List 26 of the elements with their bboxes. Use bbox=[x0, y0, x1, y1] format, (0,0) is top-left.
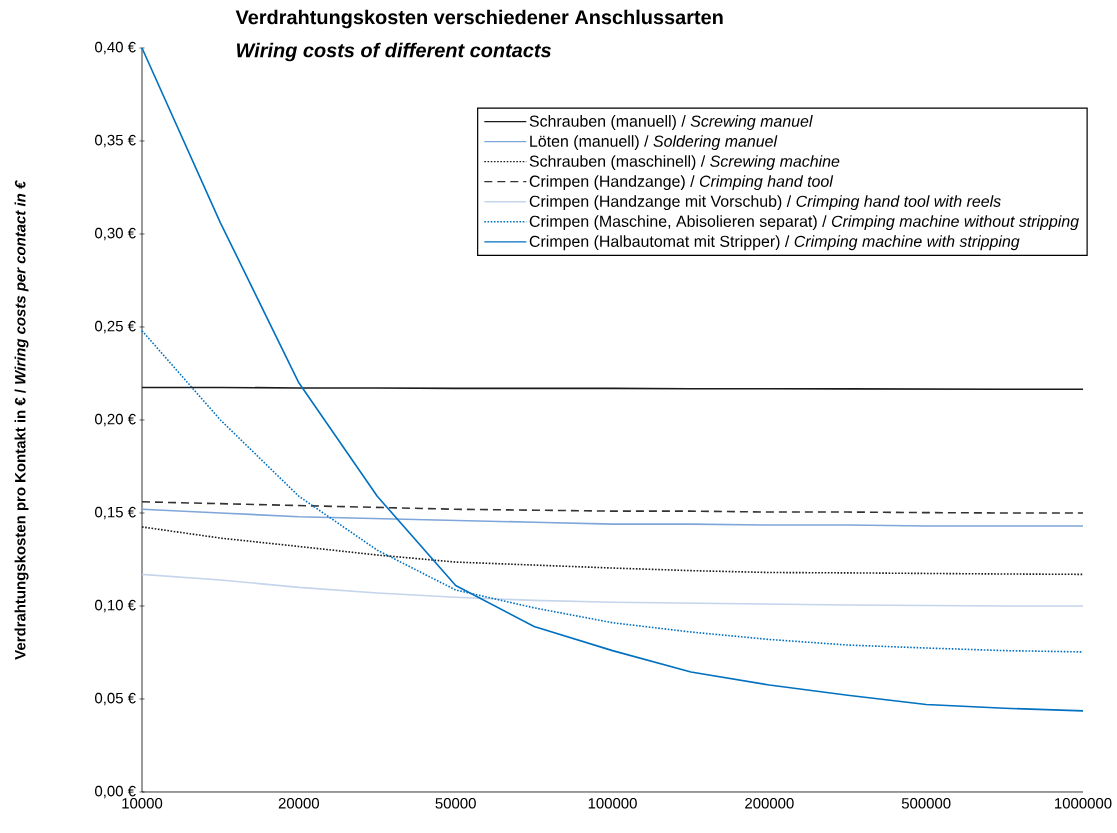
x-tick-label: 200000 bbox=[745, 798, 794, 809]
legend-label: Löten (manuell) / Soldering manuel bbox=[530, 135, 778, 150]
x-tick-label: 1000000 bbox=[1055, 798, 1112, 809]
y-tick-label: 0,30 € bbox=[95, 227, 136, 241]
chart-subtitle: Wiring costs of different contacts bbox=[236, 42, 551, 62]
y-axis-title: Verdrahtungskosten pro Kontakt in € / Wiring costs per contact in € bbox=[14, 180, 29, 660]
chart-title: Verdrahtungskosten verschiedener Anschlussarten bbox=[235, 9, 723, 29]
y-tick-label: 0,15 € bbox=[95, 506, 136, 520]
y-tick-label: 0,00 € bbox=[95, 785, 136, 799]
legend-label: Crimpen (Maschine, Abisolieren separat) / Crimping machine without stripping bbox=[529, 215, 1079, 231]
y-tick-label: 0,25 € bbox=[95, 320, 136, 334]
x-tick-label: 50000 bbox=[435, 798, 476, 809]
y-tick-label: 0,10 € bbox=[95, 599, 136, 613]
y-tick-label: 0,20 € bbox=[95, 413, 136, 427]
x-tick-label: 10000 bbox=[122, 798, 163, 809]
legend-label: Schrauben (manuell) / Screwing manuel bbox=[529, 115, 813, 130]
legend-label: Schrauben (maschinell) / Screwing machine bbox=[529, 155, 840, 171]
x-tick-label: 20000 bbox=[278, 798, 320, 809]
y-tick-label: 0,35 € bbox=[95, 134, 136, 148]
x-tick-label: 100000 bbox=[588, 798, 637, 809]
legend-label: Crimpen (Handzange) / Crimping hand tool bbox=[529, 175, 834, 191]
legend-label: Crimpen (Halbautomat mit Stripper) / Crimping machine with stripping bbox=[529, 235, 1020, 251]
x-tick-label: 500000 bbox=[901, 798, 951, 809]
legend-label: Crimpen (Handzange mit Vorschub) / Crimping hand tool with reels bbox=[529, 195, 1001, 211]
y-tick-label: 0,05 € bbox=[95, 692, 136, 706]
y-tick-label: 0,40 € bbox=[95, 41, 136, 55]
